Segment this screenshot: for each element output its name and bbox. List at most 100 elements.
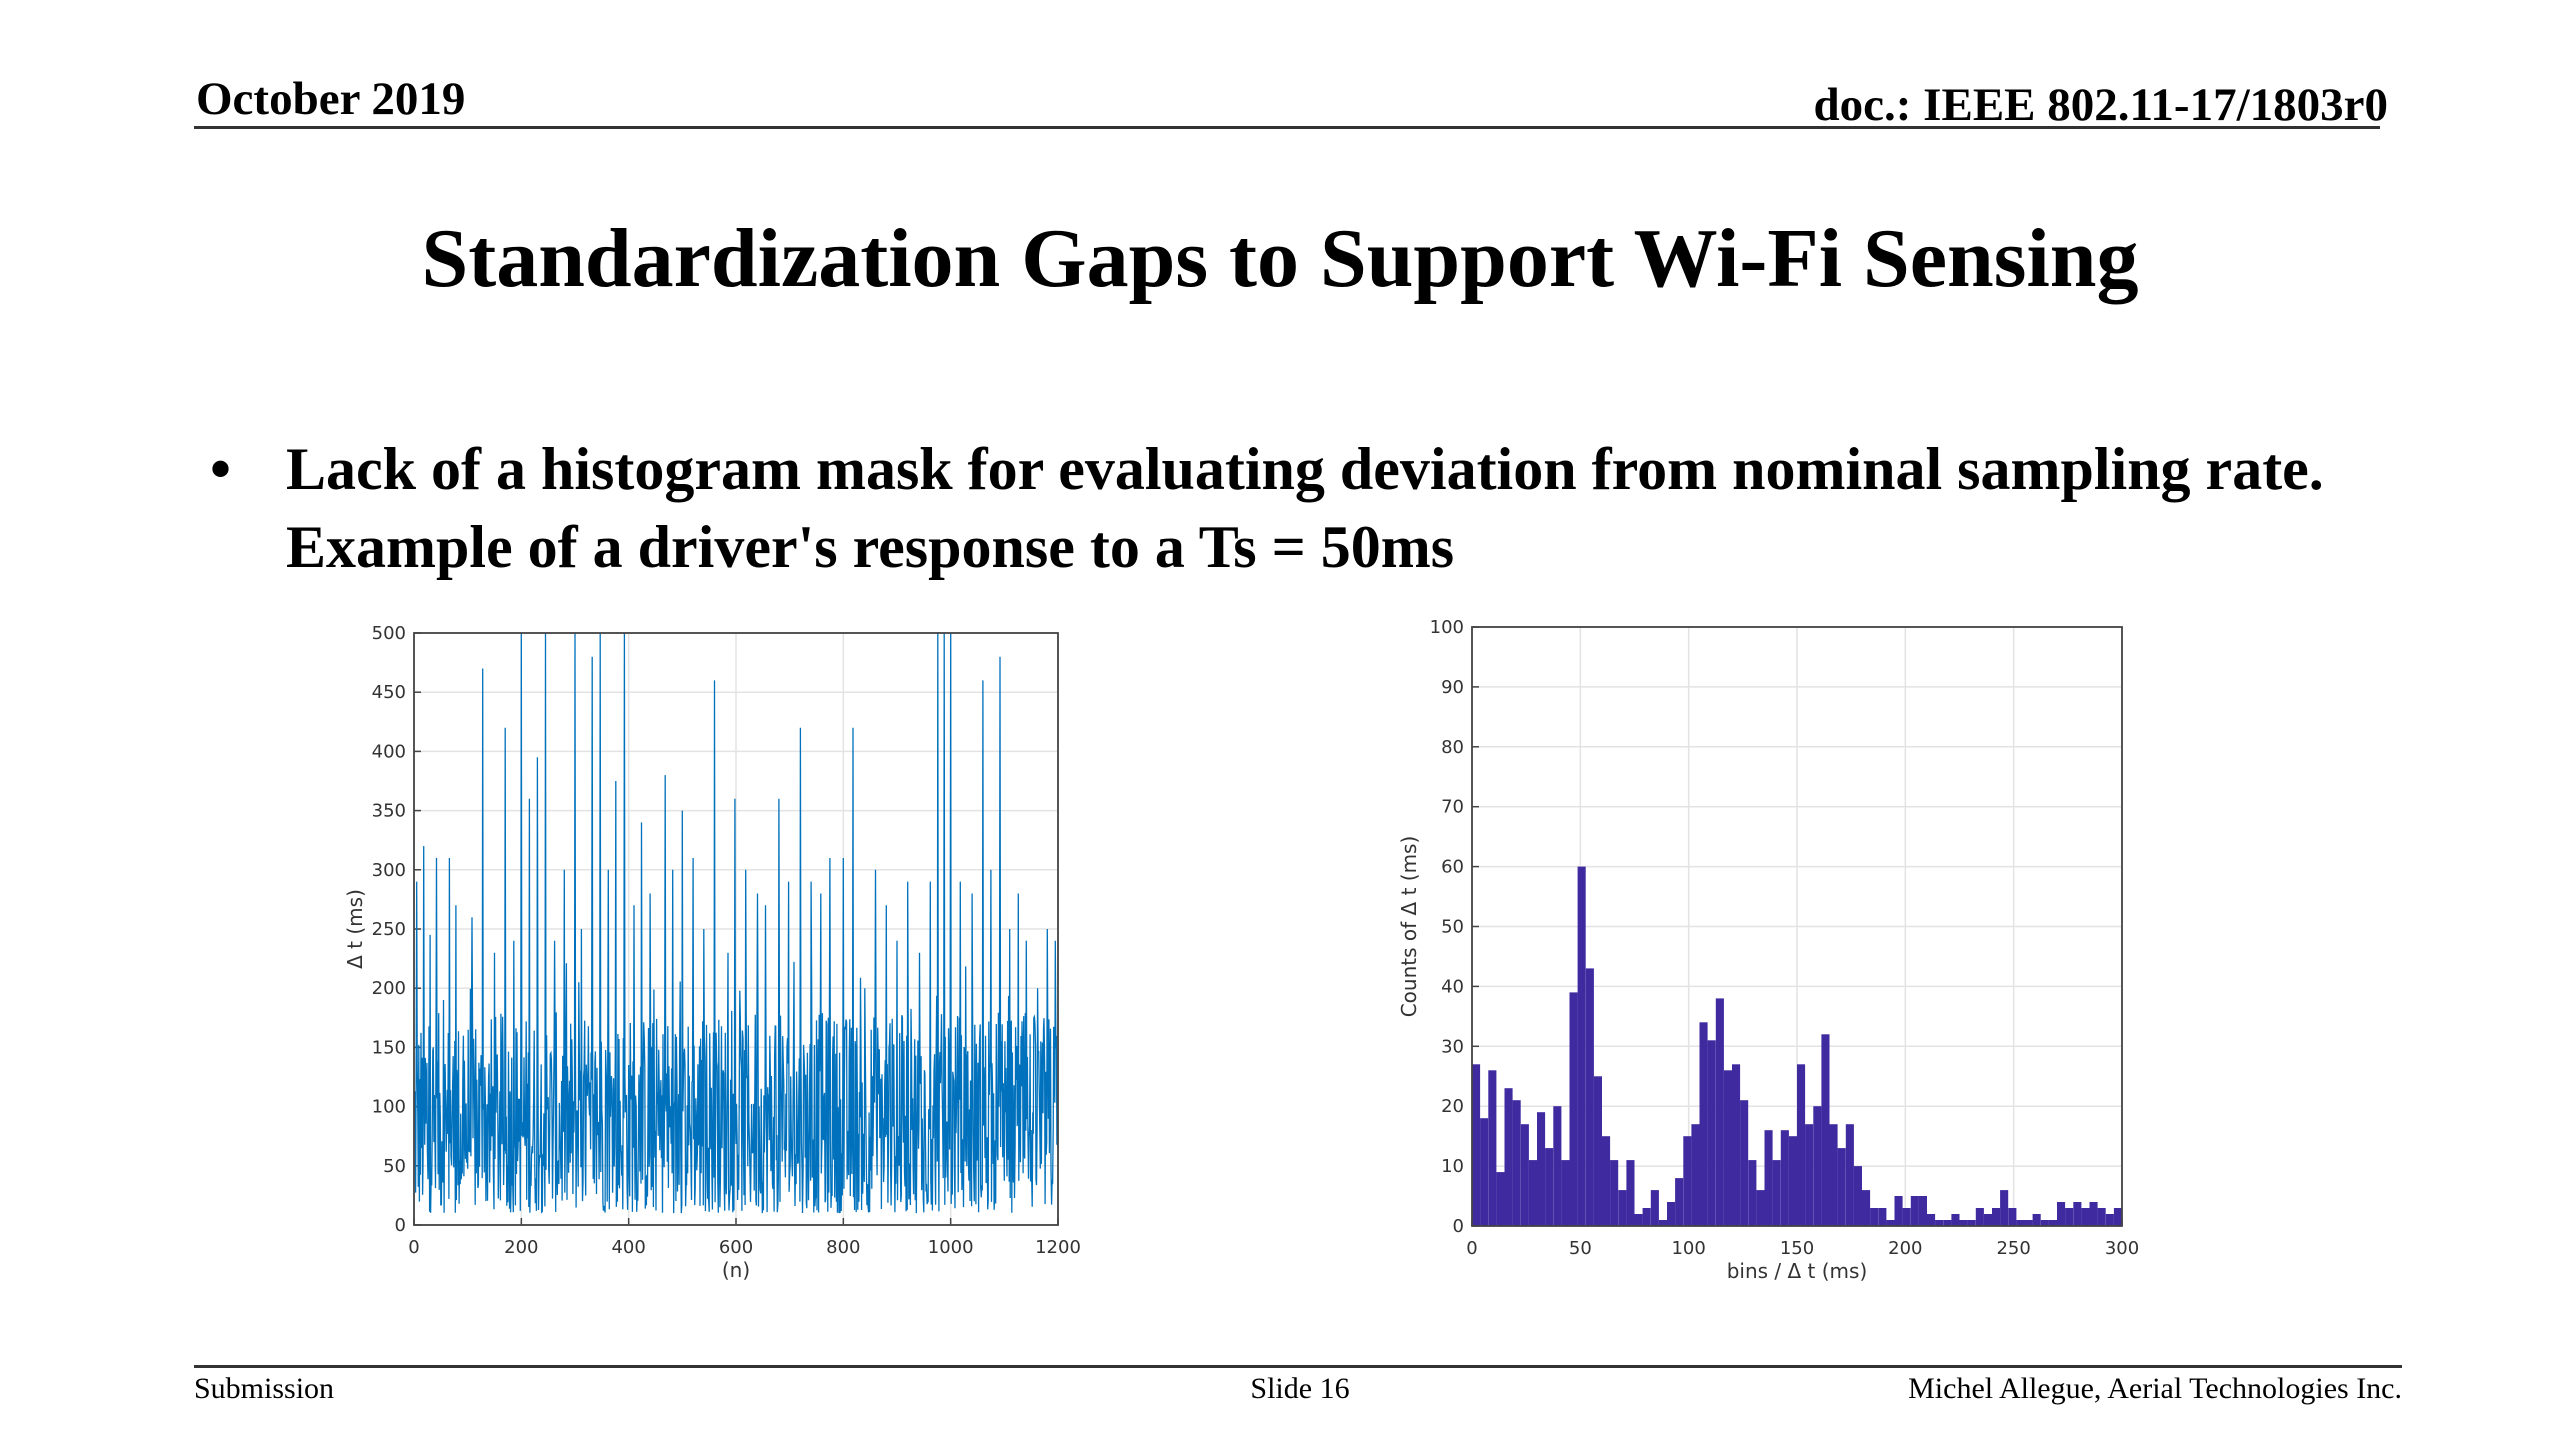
hist-bar [2113, 1208, 2122, 1226]
hist-x-tick-label: 200 [1888, 1238, 1922, 1259]
hist-bar [1537, 1112, 1546, 1226]
hist-bar [1626, 1160, 1635, 1226]
hist-bar [1772, 1160, 1781, 1226]
hist-bar [1569, 992, 1578, 1226]
hist-bar [1602, 1136, 1611, 1226]
footer-slide-number: Slide 16 [1250, 1372, 1350, 1405]
hist-bar [1610, 1160, 1619, 1226]
hist-bar [2016, 1220, 2025, 1226]
hist-bar [1845, 1124, 1854, 1226]
hist-bar [1983, 1214, 1992, 1226]
hist-y-tick-label: 40 [1441, 976, 1464, 997]
footer-divider [194, 1365, 2402, 1368]
hist-x-axis-label: bins / Δ t (ms) [1727, 1259, 1868, 1283]
hist-bar [1886, 1220, 1895, 1226]
hist-bar [2048, 1220, 2057, 1226]
hist-bar [1732, 1064, 1741, 1226]
hist-bar [2008, 1208, 2017, 1226]
hist-y-tick-label: 50 [1441, 917, 1464, 938]
hist-bar [1862, 1190, 1871, 1226]
ts-y-tick-label: 200 [372, 978, 406, 999]
hist-bar [1870, 1208, 1879, 1226]
hist-bar [1967, 1220, 1976, 1226]
hist-bar [2057, 1202, 2066, 1226]
ts-y-axis-label: Δ t (ms) [343, 889, 367, 969]
hist-bar [1756, 1190, 1765, 1226]
ts-y-tick-label: 300 [372, 860, 406, 881]
hist-bar [1504, 1088, 1513, 1226]
hist-bar [1545, 1148, 1554, 1226]
hist-bar [2065, 1208, 2074, 1226]
hist-bar [1764, 1130, 1773, 1226]
hist-bar [1943, 1220, 1952, 1226]
hist-bar [2097, 1208, 2106, 1226]
slide-title: Standardization Gaps to Support Wi-Fi Se… [421, 212, 2139, 305]
hist-bar [1837, 1148, 1846, 1226]
hist-bar [1658, 1220, 1667, 1226]
hist-bar [1740, 1100, 1749, 1226]
ts-y-tick-label: 400 [372, 741, 406, 762]
hist-y-tick-label: 100 [1430, 617, 1464, 638]
ts-y-tick-label: 250 [372, 919, 406, 940]
time-series-chart: 0 200 400 600 800 1000 1200 0 50 100 150 200 250 300 3… [343, 623, 1081, 1282]
hist-bar [1780, 1130, 1789, 1226]
ts-y-tick-label: 50 [383, 1156, 406, 1177]
hist-y-tick-label: 30 [1441, 1036, 1464, 1057]
hist-bar [1691, 1124, 1700, 1226]
ts-x-tick-label: 600 [719, 1237, 753, 1258]
hist-bar [1878, 1208, 1887, 1226]
ts-x-tick-label: 1000 [928, 1237, 974, 1258]
hist-bar [1821, 1034, 1830, 1226]
hist-bar [1959, 1220, 1968, 1226]
hist-y-tick-label: 90 [1441, 677, 1464, 698]
hist-bar [1935, 1220, 1944, 1226]
hist-bar [1975, 1208, 1984, 1226]
hist-y-axis-label: Counts of Δ t (ms) [1397, 836, 1421, 1018]
header-doc-id: doc.: IEEE 802.11-17/1803r0 [1813, 79, 2388, 131]
hist-bar [2081, 1208, 2090, 1226]
hist-y-tick-label: 60 [1441, 857, 1464, 878]
hist-bar [2000, 1190, 2009, 1226]
bullet-text: Lack of a histogram mask for evaluating … [286, 436, 2324, 580]
hist-bar [1593, 1076, 1602, 1227]
ts-axes-border [413, 632, 1059, 1226]
hist-x-tick-label: 150 [1780, 1238, 1814, 1259]
ts-x-tick-label: 0 [408, 1237, 419, 1258]
hist-x-tick-label: 300 [2105, 1238, 2139, 1259]
ts-x-tick-label: 200 [504, 1237, 538, 1258]
hist-bar [1634, 1214, 1643, 1226]
hist-bar [1472, 1064, 1481, 1226]
hist-bar [1496, 1172, 1505, 1226]
hist-bar [1699, 1022, 1708, 1226]
hist-x-tick-label: 50 [1569, 1238, 1592, 1259]
hist-bar [1788, 1136, 1797, 1226]
ts-y-tick-label: 350 [372, 801, 406, 822]
hist-bar [1577, 866, 1586, 1226]
footer-author: Michel Allegue, Aerial Technologies Inc. [1908, 1372, 2402, 1405]
hist-x-tick-label: 100 [1671, 1238, 1705, 1259]
hist-y-tick-label: 20 [1441, 1096, 1464, 1117]
bullet-dot: • [210, 436, 232, 502]
hist-bar [1520, 1124, 1529, 1226]
hist-bar [1642, 1208, 1651, 1226]
hist-bar [1829, 1124, 1838, 1226]
hist-bar [2073, 1202, 2082, 1226]
ts-x-axis-label: (n) [722, 1258, 750, 1282]
hist-bar [1667, 1202, 1676, 1226]
ts-x-tick-label: 1200 [1035, 1237, 1081, 1258]
hist-x-tick-label: 250 [1996, 1238, 2030, 1259]
hist-bar [1805, 1124, 1814, 1226]
ts-y-tick-label: 500 [372, 623, 406, 644]
hist-bar [1951, 1214, 1960, 1226]
hist-bar [1675, 1178, 1684, 1226]
hist-bar [1853, 1166, 1862, 1226]
hist-bar [2089, 1202, 2098, 1226]
hist-bar [1813, 1106, 1822, 1226]
hist-bar [1715, 998, 1724, 1226]
hist-y-tick-label: 80 [1441, 737, 1464, 758]
hist-bar [1480, 1118, 1489, 1226]
hist-bar [1553, 1106, 1562, 1226]
hist-bar [2105, 1214, 2114, 1226]
hist-bar [1561, 1160, 1570, 1226]
hist-bar [1707, 1040, 1716, 1226]
